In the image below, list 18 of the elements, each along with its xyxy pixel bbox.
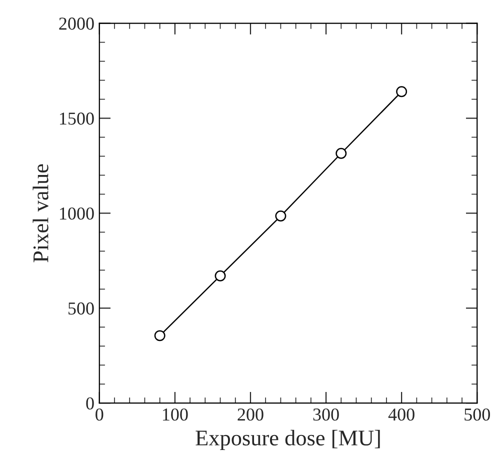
x-tick-label: 100 xyxy=(162,408,188,421)
point xyxy=(336,148,347,159)
point xyxy=(275,210,286,222)
x-tick-label: 200 xyxy=(238,408,264,421)
y-axis-title: Pixel value xyxy=(32,164,48,262)
point xyxy=(214,270,226,282)
y-tick-label: 0 xyxy=(86,397,94,410)
point xyxy=(396,86,408,98)
point xyxy=(154,330,166,342)
x-tick-label: 500 xyxy=(464,408,490,421)
y-tick-label: 2000 xyxy=(59,18,94,30)
x-tick-label: 300 xyxy=(313,408,339,421)
y-tick-label: 500 xyxy=(68,302,94,315)
y-tick-label: 1000 xyxy=(60,207,94,220)
x-axis-title: Exposure dose [MU] xyxy=(196,430,380,450)
x-tick-label: 0 xyxy=(96,408,104,421)
y-tick-label: 1500 xyxy=(60,112,94,125)
x-tick-label: 400 xyxy=(388,408,414,421)
